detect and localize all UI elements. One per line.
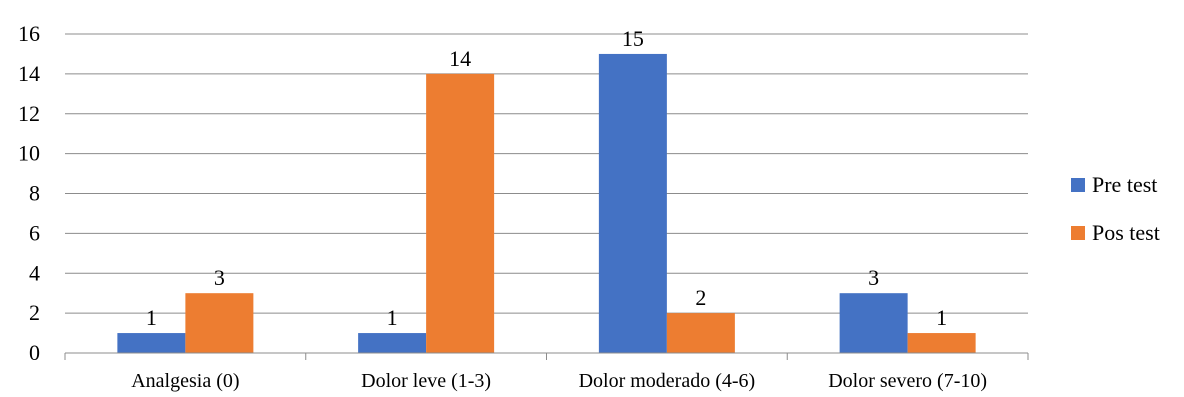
y-tick-label: 4 (29, 260, 40, 285)
x-category-label: Dolor leve (1-3) (361, 370, 491, 392)
bar-pos-test-0 (185, 293, 254, 353)
legend-label: Pos test (1092, 220, 1160, 245)
data-label: 1 (146, 305, 157, 330)
bar-pre-test-0 (117, 333, 186, 353)
data-label: 1 (387, 305, 398, 330)
bar-pos-test-2 (666, 313, 735, 353)
data-label: 14 (449, 46, 471, 71)
legend-swatch (1071, 178, 1085, 192)
legend-label: Pre test (1092, 172, 1157, 197)
x-category-label: Analgesia (0) (131, 370, 239, 392)
bars (117, 53, 976, 353)
x-axis (64, 352, 1029, 360)
data-labels: 1 3 1 14 15 2 3 1 (146, 26, 947, 330)
data-label: 3 (214, 265, 225, 290)
bar-pos-test-1 (426, 73, 495, 353)
gridlines (65, 33, 1028, 314)
legend-swatch (1071, 226, 1085, 240)
data-label: 1 (936, 305, 947, 330)
y-tick-label: 8 (29, 181, 40, 206)
data-label: 2 (695, 285, 706, 310)
x-category-label: Dolor moderado (4-6) (579, 370, 756, 392)
y-tick-label: 16 (18, 21, 40, 46)
bar-pre-test-3 (839, 293, 908, 353)
bar-pos-test-3 (907, 333, 976, 353)
y-tick-label: 12 (18, 101, 40, 126)
y-tick-label: 10 (18, 141, 40, 166)
y-tick-label: 6 (29, 220, 40, 245)
x-axis-category-labels: Analgesia (0) Dolor leve (1-3) Dolor moder… (131, 370, 987, 392)
legend: Pre test Pos test (1071, 172, 1160, 245)
data-label: 15 (622, 26, 644, 51)
bar-pre-test-1 (358, 333, 427, 353)
y-tick-label: 14 (18, 61, 40, 86)
y-axis-tick-labels: 0 2 4 6 8 10 12 14 16 (18, 21, 40, 365)
x-category-label: Dolor severo (7-10) (828, 370, 987, 392)
y-tick-label: 0 (29, 340, 40, 365)
bar-pre-test-2 (598, 53, 667, 353)
y-tick-label: 2 (29, 300, 40, 325)
data-label: 3 (868, 265, 879, 290)
